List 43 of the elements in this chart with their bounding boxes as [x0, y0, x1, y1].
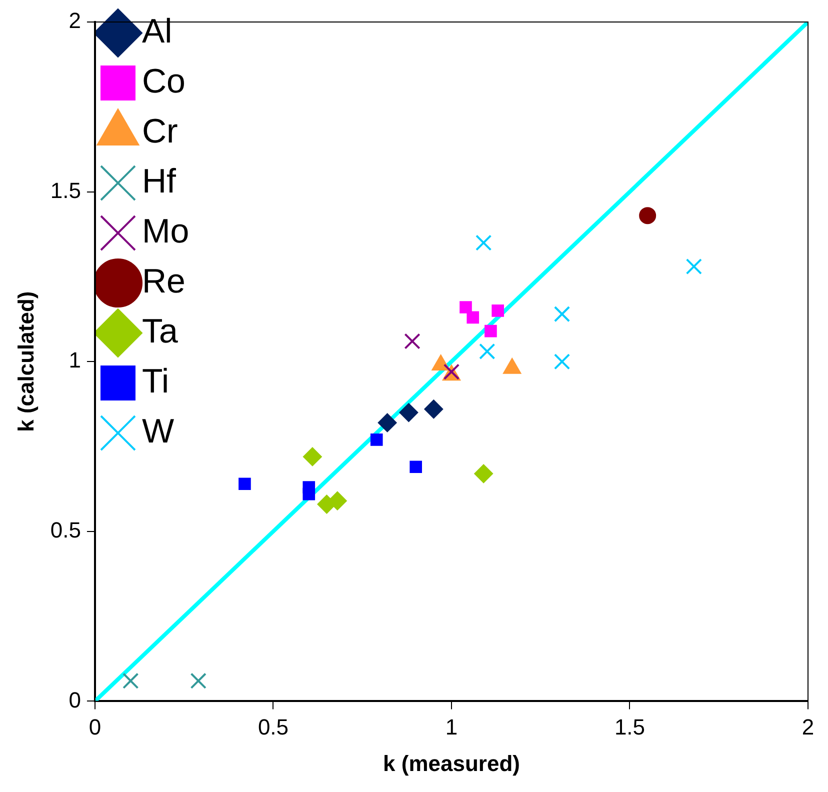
legend-label: Hf: [142, 162, 177, 200]
x-tick-label: 0: [88, 714, 102, 740]
point: [302, 447, 322, 466]
y-tick-label: 1.5: [50, 178, 81, 203]
point: [466, 311, 480, 324]
legend-label: W: [142, 412, 174, 450]
point: [484, 324, 497, 338]
legend-label: Al: [142, 12, 172, 50]
x-tick-label: 0.5: [258, 714, 289, 740]
point: [302, 488, 316, 500]
point: [378, 413, 397, 432]
x-axis-title: k (measured): [383, 750, 520, 776]
point: [122, 672, 139, 689]
point: [410, 460, 422, 474]
legend-label: Ta: [142, 312, 178, 350]
y-tick-label: 1: [68, 348, 81, 373]
point: [370, 434, 383, 446]
point: [190, 672, 206, 689]
point: [479, 343, 496, 360]
point: [460, 301, 472, 314]
point: [639, 207, 656, 224]
point: [554, 354, 570, 370]
point: [404, 333, 420, 350]
point: [474, 464, 494, 484]
point: [238, 478, 251, 490]
legend-label: Co: [142, 62, 186, 100]
point: [492, 304, 504, 317]
y-tick-label: 0.5: [50, 517, 81, 542]
x-tick-label: 2: [802, 714, 814, 740]
y-tick-label: 0: [68, 687, 81, 712]
legend-label: Cr: [142, 112, 178, 150]
y-tick-label: 2: [68, 8, 81, 34]
point: [476, 234, 492, 251]
legend-label: Mo: [142, 212, 190, 250]
x-tick-label: 1: [445, 714, 458, 740]
legend-label: Re: [142, 262, 186, 300]
x-tick-label: 1.5: [614, 714, 646, 740]
point: [554, 306, 570, 322]
point: [686, 258, 702, 275]
point: [424, 400, 444, 419]
point: [399, 403, 418, 422]
y-axis-title: k (calculated): [13, 291, 38, 432]
legend-label: Ti: [142, 362, 170, 400]
